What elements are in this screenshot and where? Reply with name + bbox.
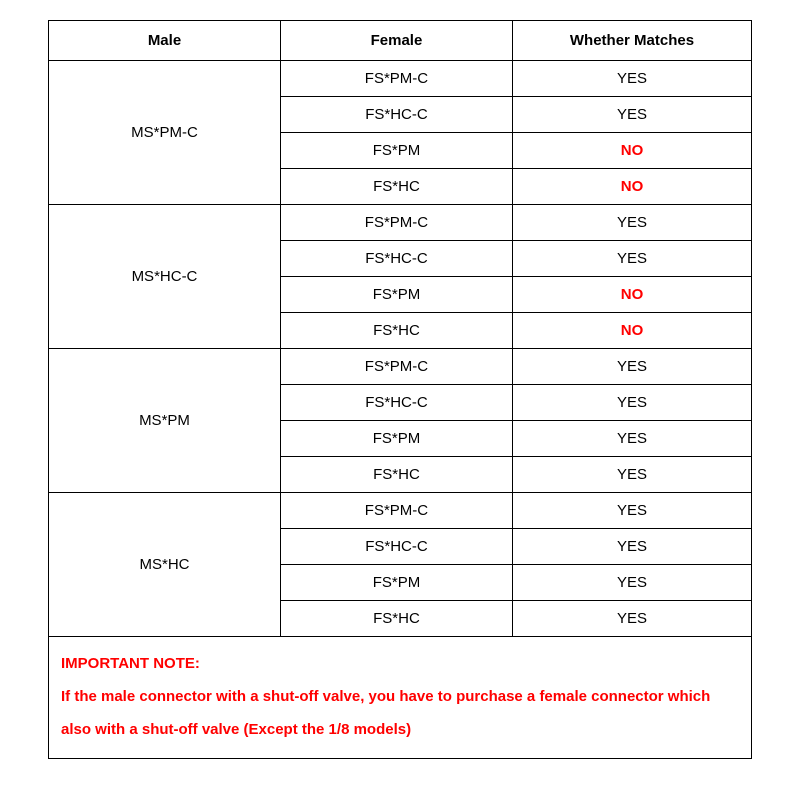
match-cell: YES (512, 529, 751, 565)
col-male: Male (49, 21, 281, 61)
col-matches: Whether Matches (512, 21, 751, 61)
note-title: IMPORTANT NOTE: (61, 655, 200, 672)
match-cell: NO (512, 313, 751, 349)
female-cell: FS*PM (280, 133, 512, 169)
female-cell: FS*HC-C (280, 385, 512, 421)
match-cell: YES (512, 61, 751, 97)
match-cell: YES (512, 493, 751, 529)
female-cell: FS*HC-C (280, 97, 512, 133)
male-cell: MS*PM (49, 349, 281, 493)
match-cell: YES (512, 385, 751, 421)
match-cell: YES (512, 457, 751, 493)
match-cell: YES (512, 241, 751, 277)
female-cell: FS*PM-C (280, 205, 512, 241)
male-cell: MS*PM-C (49, 61, 281, 205)
note-body: If the male connector with a shut-off va… (61, 688, 710, 738)
match-cell: YES (512, 97, 751, 133)
female-cell: FS*HC-C (280, 241, 512, 277)
col-female: Female (280, 21, 512, 61)
male-cell: MS*HC (49, 493, 281, 637)
match-cell: YES (512, 421, 751, 457)
female-cell: FS*PM (280, 421, 512, 457)
table-row: MS*PMFS*PM-CYES (49, 349, 752, 385)
female-cell: FS*HC (280, 313, 512, 349)
match-cell: NO (512, 133, 751, 169)
match-cell: NO (512, 169, 751, 205)
female-cell: FS*PM (280, 565, 512, 601)
female-cell: FS*PM-C (280, 493, 512, 529)
note-row: IMPORTANT NOTE: If the male connector wi… (49, 637, 752, 759)
female-cell: FS*HC (280, 457, 512, 493)
female-cell: FS*PM-C (280, 349, 512, 385)
table-header-row: Male Female Whether Matches (49, 21, 752, 61)
table-row: MS*PM-CFS*PM-CYES (49, 61, 752, 97)
match-cell: YES (512, 349, 751, 385)
female-cell: FS*PM-C (280, 61, 512, 97)
important-note: IMPORTANT NOTE: If the male connector wi… (49, 637, 752, 759)
match-cell: YES (512, 205, 751, 241)
match-cell: YES (512, 565, 751, 601)
female-cell: FS*PM (280, 277, 512, 313)
female-cell: FS*HC (280, 169, 512, 205)
female-cell: FS*HC (280, 601, 512, 637)
match-cell: YES (512, 601, 751, 637)
male-cell: MS*HC-C (49, 205, 281, 349)
table-row: MS*HC-CFS*PM-CYES (49, 205, 752, 241)
compatibility-table: Male Female Whether Matches MS*PM-CFS*PM… (48, 20, 752, 759)
table-row: MS*HCFS*PM-CYES (49, 493, 752, 529)
female-cell: FS*HC-C (280, 529, 512, 565)
match-cell: NO (512, 277, 751, 313)
